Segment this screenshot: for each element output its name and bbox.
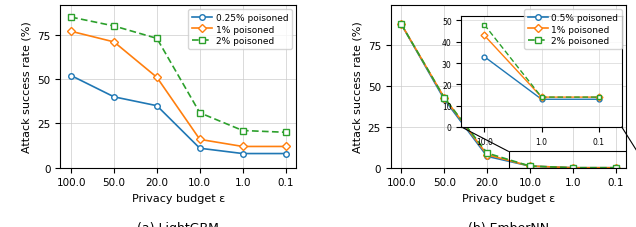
1% poisoned	[153, 77, 161, 79]
2% poisoned	[569, 167, 577, 169]
1% poisoned	[398, 24, 405, 27]
1% poisoned	[440, 97, 448, 100]
0.5% poisoned	[526, 165, 534, 168]
Legend: 0.5% poisoned, 1% poisoned, 2% poisoned: 0.5% poisoned, 1% poisoned, 2% poisoned	[524, 10, 622, 50]
Line: 0.25% poisoned: 0.25% poisoned	[68, 74, 288, 157]
0.25% poisoned	[153, 105, 161, 108]
Bar	[509, 152, 636, 168]
0.5% poisoned	[569, 167, 577, 169]
Title: (a) LightGBM: (a) LightGBM	[137, 221, 219, 227]
Y-axis label: Attack success rate (%): Attack success rate (%)	[352, 21, 362, 152]
Line: 2% poisoned: 2% poisoned	[399, 22, 619, 171]
Line: 0.5% poisoned: 0.5% poisoned	[399, 22, 619, 171]
0.5% poisoned	[612, 167, 619, 169]
Legend: 0.25% poisoned, 1% poisoned, 2% poisoned: 0.25% poisoned, 1% poisoned, 2% poisoned	[188, 10, 292, 50]
1% poisoned	[282, 146, 289, 148]
0.25% poisoned	[196, 147, 204, 150]
2% poisoned	[526, 165, 534, 168]
2% poisoned	[440, 97, 448, 100]
0.5% poisoned	[483, 155, 491, 158]
X-axis label: Privacy budget ε: Privacy budget ε	[132, 193, 225, 203]
2% poisoned	[196, 112, 204, 115]
2% poisoned	[282, 131, 289, 134]
1% poisoned	[67, 31, 75, 34]
1% poisoned	[526, 165, 534, 168]
Line: 2% poisoned: 2% poisoned	[68, 15, 288, 136]
X-axis label: Privacy budget ε: Privacy budget ε	[462, 193, 555, 203]
0.5% poisoned	[440, 99, 448, 101]
2% poisoned	[239, 130, 247, 132]
1% poisoned	[612, 167, 619, 169]
1% poisoned	[239, 146, 247, 148]
2% poisoned	[612, 167, 619, 169]
1% poisoned	[569, 167, 577, 169]
0.25% poisoned	[282, 153, 289, 155]
0.25% poisoned	[239, 153, 247, 155]
0.5% poisoned	[398, 24, 405, 27]
2% poisoned	[110, 25, 118, 28]
2% poisoned	[398, 24, 405, 27]
0.25% poisoned	[110, 96, 118, 99]
Line: 1% poisoned: 1% poisoned	[68, 29, 288, 150]
2% poisoned	[67, 17, 75, 19]
1% poisoned	[110, 41, 118, 44]
1% poisoned	[483, 154, 491, 156]
Title: (b) EmberNN: (b) EmberNN	[468, 221, 549, 227]
2% poisoned	[483, 152, 491, 155]
0.25% poisoned	[67, 75, 75, 78]
Y-axis label: Attack success rate (%): Attack success rate (%)	[22, 21, 32, 152]
1% poisoned	[196, 138, 204, 141]
Line: 1% poisoned: 1% poisoned	[399, 22, 619, 171]
2% poisoned	[153, 38, 161, 41]
